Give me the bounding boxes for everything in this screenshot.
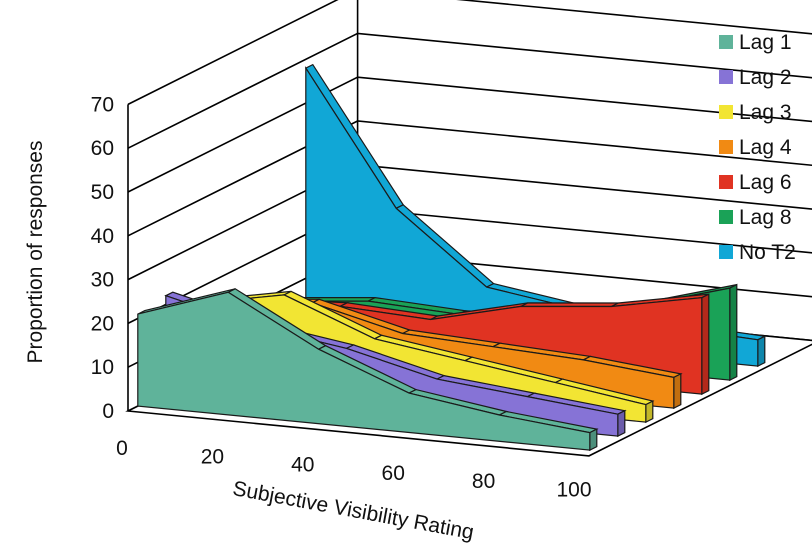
y-tick-label: 40: [91, 225, 114, 248]
legend-swatch: [719, 245, 733, 259]
y-tick-label: 70: [91, 93, 114, 116]
ribbon-end-cap: [617, 409, 626, 438]
gridline: [127, 0, 812, 106]
x-tick-label: 60: [382, 462, 405, 485]
ribbon-end-cap: [673, 372, 682, 410]
legend-label: Lag 1: [739, 31, 792, 54]
y-tick-label: 30: [91, 269, 114, 292]
legend-swatch: [719, 140, 733, 154]
x-tick-label: 20: [201, 445, 224, 468]
x-tick-label: 80: [472, 470, 495, 493]
x-tick-label: 0: [116, 437, 128, 460]
legend-label: Lag 3: [739, 101, 792, 124]
y-tick-label: 0: [102, 400, 114, 423]
legend-swatch: [719, 105, 733, 119]
legend-label: Lag 2: [739, 66, 792, 89]
y-axis-title: Proportion of responses: [24, 141, 47, 364]
ribbon-end-cap: [701, 293, 710, 396]
gridline: [127, 32, 812, 149]
ribbon-end-cap: [729, 283, 738, 382]
series-ribbons: [137, 63, 767, 452]
ribbon-front-face: [137, 291, 591, 451]
legend-label: Lag 8: [739, 206, 792, 229]
legend-swatch: [719, 210, 733, 224]
x-axis-title: Subjective Visibility Rating: [231, 477, 476, 544]
legend-swatch: [719, 70, 733, 84]
gridline: [127, 120, 812, 237]
gridline: [127, 76, 812, 193]
ribbon-end-cap: [645, 400, 654, 424]
legend-label: Lag 4: [739, 136, 792, 159]
series-no-t2: [304, 63, 767, 368]
x-tick-label: 40: [291, 454, 314, 477]
y-tick-label: 60: [91, 137, 114, 160]
y-tick-label: 20: [91, 312, 114, 335]
y-tick-label: 50: [91, 181, 114, 204]
series-lag-1: [137, 288, 599, 452]
ribbon-end-cap: [757, 335, 766, 368]
legend-label: Lag 6: [739, 171, 792, 194]
x-axis-ticks: 0 20 40 60 80 100: [116, 437, 591, 502]
legend: Lag 1 Lag 2 Lag 3 Lag 4 Lag 6 Lag 8 No T2: [719, 31, 796, 264]
legend-swatch: [719, 175, 733, 189]
legend-label: No T2: [739, 241, 796, 264]
y-axis-ticks: 0 10 20 30 40 50 60 70: [91, 93, 114, 423]
y-tick-label: 10: [91, 356, 114, 379]
x-tick-label: 100: [556, 479, 591, 502]
ribbon-end-cap: [589, 428, 598, 452]
legend-swatch: [719, 35, 733, 49]
